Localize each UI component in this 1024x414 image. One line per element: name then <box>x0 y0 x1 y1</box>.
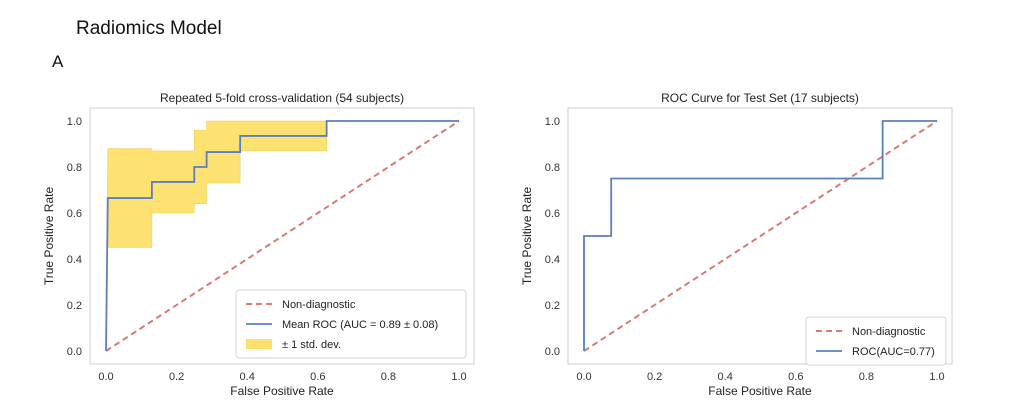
legend-entry: Non-diagnostic <box>282 299 356 311</box>
x-tick-label: 0.8 <box>859 371 874 383</box>
x-tick-label: 1.0 <box>929 371 944 383</box>
x-tick-label: 0.4 <box>240 371 255 383</box>
roc-curve-line <box>105 120 459 352</box>
x-tick-label: 1.0 <box>451 371 466 383</box>
x-axis-label: False Positive Rate <box>230 384 334 398</box>
y-tick-label: 1.0 <box>67 116 82 128</box>
chart-title: ROC Curve for Test Set (17 subjects) <box>661 91 859 105</box>
y-tick-label: 0.2 <box>545 300 560 312</box>
chance-line <box>583 120 938 352</box>
legend: Non-diagnostic ROC(AUC=0.77) <box>805 316 947 366</box>
plot-frame <box>567 107 953 365</box>
figure-title: Radiomics Model <box>76 18 222 39</box>
legend-box <box>805 316 947 366</box>
x-axis-label: False Positive Rate <box>708 384 812 398</box>
y-tick-label: 0.4 <box>67 254 82 266</box>
y-tick-label: 0.6 <box>545 208 560 220</box>
legend-entry: ± 1 std. dev. <box>282 339 341 351</box>
plot-frame <box>89 107 475 365</box>
y-axis-label: True Positive Rate <box>42 187 56 286</box>
chance-line <box>105 120 460 352</box>
chart-panel-1: Repeated 5-fold cross-validation (54 sub… <box>42 91 475 398</box>
x-tick-label: 0.6 <box>310 371 325 383</box>
chart-panel-2: ROC Curve for Test Set (17 subjects) 0.0 0… <box>520 91 953 398</box>
legend-entry: Non-diagnostic <box>852 326 926 338</box>
y-tick-label: 0.0 <box>67 346 82 358</box>
x-tick-label: 0.6 <box>788 371 803 383</box>
roc-curve-line <box>583 120 937 351</box>
y-tick-label: 0.0 <box>545 346 560 358</box>
legend: Non-diagnostic Mean ROC (AUC = 0.89 ± 0.0… <box>235 289 467 359</box>
legend-entry: ROC(AUC=0.77) <box>852 346 935 358</box>
y-tick-label: 0.4 <box>545 254 560 266</box>
x-tick-label: 0.4 <box>718 371 733 383</box>
legend-entry: Mean ROC (AUC = 0.89 ± 0.08) <box>282 319 438 331</box>
chart-title: Repeated 5-fold cross-validation (54 sub… <box>160 91 404 105</box>
x-tick-label: 0.0 <box>98 371 113 383</box>
x-tick-label: 0.8 <box>381 371 396 383</box>
y-tick-label: 1.0 <box>545 116 560 128</box>
y-tick-label: 0.8 <box>545 162 560 174</box>
panel-label: A <box>52 52 64 71</box>
x-tick-label: 0.2 <box>647 371 662 383</box>
y-tick-label: 0.2 <box>67 300 82 312</box>
legend-box <box>235 289 467 359</box>
x-tick-label: 0.2 <box>169 371 184 383</box>
y-tick-label: 0.8 <box>67 162 82 174</box>
y-axis-label: True Positive Rate <box>520 187 534 286</box>
y-tick-label: 0.6 <box>67 208 82 220</box>
x-tick-label: 0.0 <box>576 371 591 383</box>
legend-swatch-band <box>246 339 272 349</box>
